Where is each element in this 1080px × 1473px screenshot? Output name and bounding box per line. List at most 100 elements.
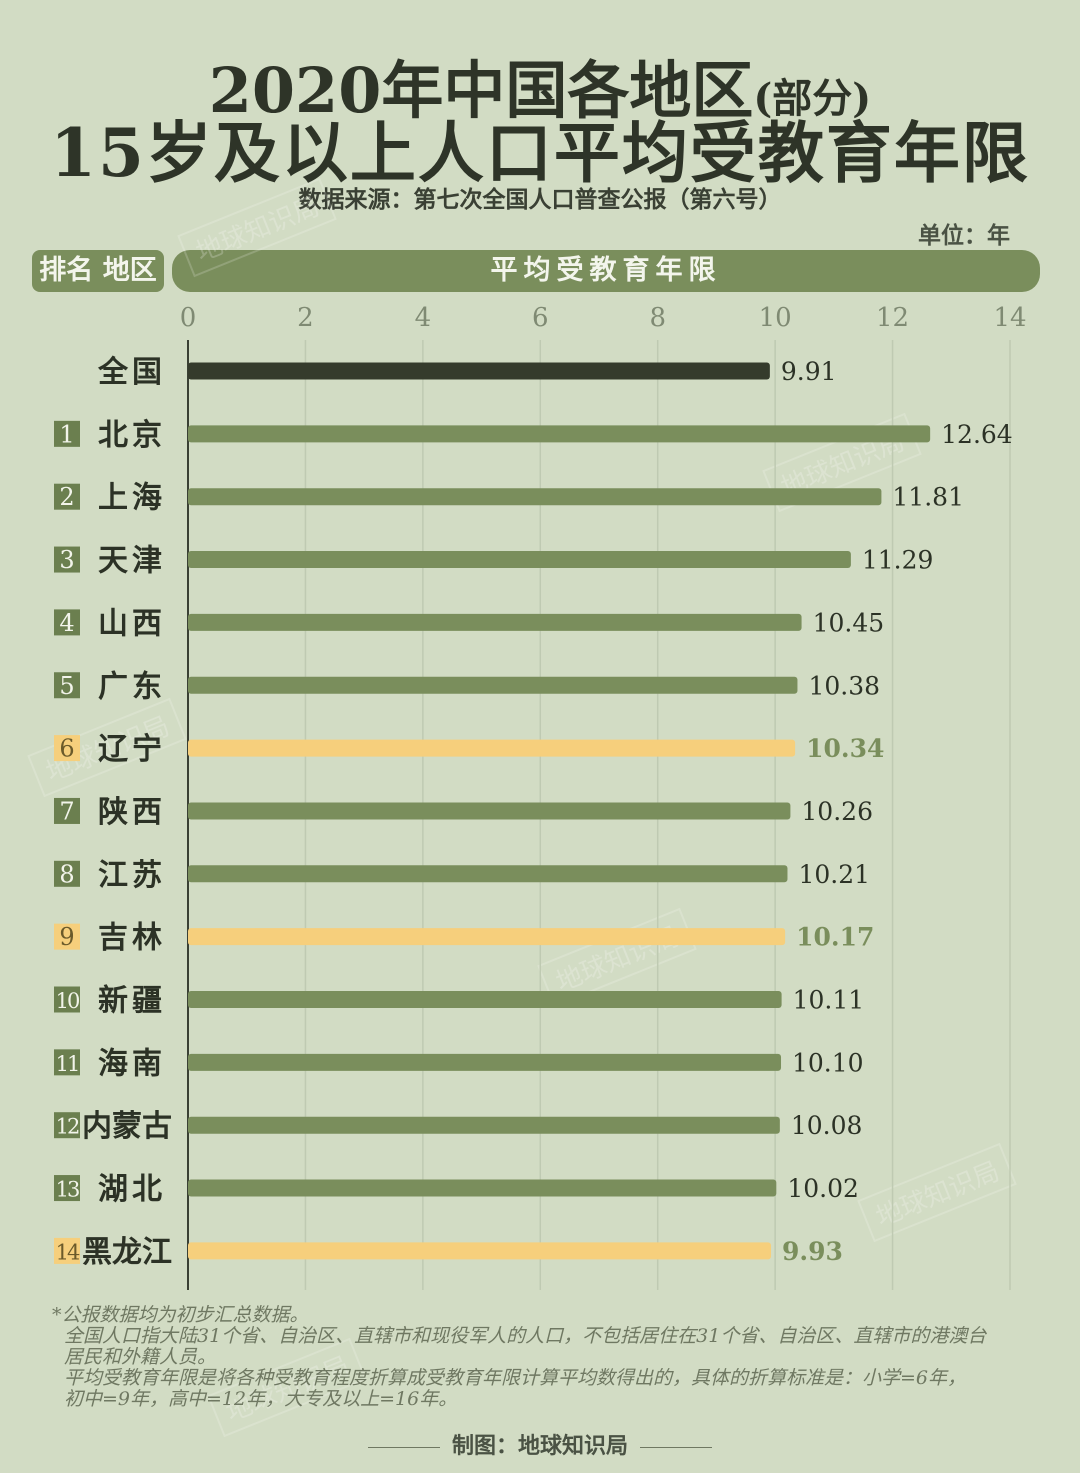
value-label-2: 11.81 bbox=[892, 483, 964, 512]
value-label-8: 10.21 bbox=[798, 860, 870, 889]
region-label-6: 辽宁 bbox=[98, 732, 166, 767]
region-label-8: 江苏 bbox=[98, 858, 166, 893]
credit-dash-right bbox=[640, 1446, 712, 1448]
region-label-10: 新疆 bbox=[98, 984, 166, 1019]
footnote-line-1: *公报数据均为初步汇总数据。 bbox=[52, 1304, 309, 1326]
rank-box-8 bbox=[54, 860, 80, 887]
header-value: 平均受教育年限 bbox=[172, 250, 1040, 292]
region-label-14: 黑龙江 bbox=[82, 1235, 172, 1270]
rank-number-12: 12 bbox=[56, 1115, 79, 1139]
credit-dash-left bbox=[367, 1446, 440, 1448]
rank-number-4: 4 bbox=[59, 609, 74, 637]
rank-number-10: 10 bbox=[56, 989, 79, 1013]
rank-number-2: 2 bbox=[59, 483, 74, 511]
x-tick-label-12: 12 bbox=[876, 303, 909, 333]
rank-number-7: 7 bbox=[59, 797, 74, 825]
rank-box-12 bbox=[54, 1112, 80, 1139]
x-tick-label-2: 2 bbox=[297, 303, 314, 333]
region-label-7: 陕西 bbox=[98, 795, 166, 830]
bar-9 bbox=[188, 928, 786, 946]
region-label-12: 内蒙古 bbox=[82, 1109, 172, 1144]
rank-number-5: 5 bbox=[59, 672, 74, 700]
rank-box-14 bbox=[54, 1237, 80, 1264]
region-label-4: 山西 bbox=[98, 606, 166, 641]
bar-3 bbox=[188, 551, 851, 569]
x-tick-label-8: 8 bbox=[649, 303, 666, 333]
value-label-3: 11.29 bbox=[862, 546, 934, 575]
rank-number-3: 3 bbox=[59, 546, 74, 574]
value-label-5: 10.38 bbox=[808, 671, 880, 700]
region-label-2: 上海 bbox=[98, 481, 166, 516]
bar-8 bbox=[188, 865, 788, 883]
bar-5 bbox=[188, 676, 798, 694]
footnote-line-2: 全国人口指大陆31个省、自治区、直辖市和现役军人的人口，不包括居住在31个省、自… bbox=[64, 1325, 987, 1347]
value-label-13: 10.02 bbox=[787, 1174, 859, 1203]
bar-11 bbox=[188, 1053, 782, 1071]
rank-box-6 bbox=[54, 735, 80, 762]
bar-4 bbox=[188, 613, 802, 631]
rank-number-14: 14 bbox=[56, 1240, 80, 1264]
value-label-12: 10.08 bbox=[791, 1111, 863, 1140]
value-label-national: 9.91 bbox=[781, 357, 837, 386]
chart-title-line2: 15岁及以上人口平均受教育年限 bbox=[50, 114, 1030, 192]
bar-national bbox=[188, 362, 770, 380]
x-tick-label-10: 10 bbox=[759, 303, 792, 333]
header-rank-region: 排名 地区 bbox=[32, 250, 164, 292]
footnote-line-3: 居民和外籍人员。 bbox=[64, 1346, 217, 1368]
bar-13 bbox=[188, 1179, 777, 1197]
x-tick-label-14: 14 bbox=[993, 303, 1026, 333]
bar-10 bbox=[188, 991, 782, 1008]
x-tick-label-0: 0 bbox=[180, 303, 197, 333]
rank-number-11: 11 bbox=[56, 1052, 79, 1076]
value-label-9: 10.17 bbox=[796, 923, 874, 952]
rank-box-2 bbox=[54, 483, 80, 510]
x-tick-label-6: 6 bbox=[532, 303, 549, 333]
unit-label: 单位：年 bbox=[918, 222, 1010, 249]
region-label-9: 吉林 bbox=[98, 921, 166, 956]
rank-number-6: 6 bbox=[59, 735, 74, 763]
value-label-10: 10.11 bbox=[793, 986, 865, 1015]
rank-box-13 bbox=[54, 1175, 80, 1202]
value-label-1: 12.64 bbox=[941, 420, 1013, 449]
bar-14 bbox=[188, 1242, 772, 1260]
rank-box-4 bbox=[54, 609, 80, 636]
region-label-5: 广东 bbox=[98, 669, 166, 704]
rank-number-13: 13 bbox=[56, 1178, 79, 1202]
value-label-14: 9.93 bbox=[782, 1237, 843, 1266]
bar-7 bbox=[188, 802, 791, 820]
value-label-7: 10.26 bbox=[801, 797, 873, 826]
footnotes: *公报数据均为初步汇总数据。 全国人口指大陆31个省、自治区、直辖市和现役军人的… bbox=[52, 1305, 1052, 1410]
rank-box-10 bbox=[54, 986, 80, 1013]
bar-12 bbox=[188, 1116, 780, 1134]
x-tick-label-4: 4 bbox=[415, 303, 432, 333]
title-paren: (部分) bbox=[753, 75, 872, 122]
value-label-11: 10.10 bbox=[792, 1048, 864, 1077]
rank-box-3 bbox=[54, 546, 80, 573]
bar-2 bbox=[188, 488, 882, 506]
region-label-1: 北京 bbox=[98, 418, 166, 453]
rank-number-9: 9 bbox=[59, 923, 74, 951]
value-label-4: 10.45 bbox=[813, 608, 885, 637]
bar-6 bbox=[188, 739, 796, 757]
footnote-line-4: 平均受教育年限是将各种受教育程度折算成受教育年限计算平均数得出的，具体的折算标准… bbox=[64, 1367, 967, 1389]
bar-1 bbox=[188, 425, 931, 443]
rank-box-5 bbox=[54, 672, 80, 699]
credit-text: 制图：地球知识局 bbox=[451, 1433, 628, 1459]
value-label-6: 10.34 bbox=[806, 734, 884, 763]
rank-number-1: 1 bbox=[59, 420, 74, 448]
footnote-line-5: 初中=9年，高中=12年，大专及以上=16年。 bbox=[64, 1388, 458, 1410]
rank-box-7 bbox=[54, 797, 80, 824]
data-source: 数据来源：第七次全国人口普查公报（第六号） bbox=[298, 186, 782, 213]
region-label-3: 天津 bbox=[98, 544, 166, 579]
rank-box-9 bbox=[54, 923, 80, 950]
credit: 制图：地球知识局 bbox=[0, 1428, 1080, 1460]
region-label-national: 全国 bbox=[97, 355, 166, 390]
rank-box-1 bbox=[54, 420, 80, 447]
rank-box-11 bbox=[54, 1049, 80, 1076]
chart-title-line1: 2020年中国各地区(部分) bbox=[0, 40, 1080, 130]
title-main: 2020年中国各地区 bbox=[208, 54, 754, 127]
rank-number-8: 8 bbox=[59, 860, 74, 888]
region-label-13: 湖北 bbox=[98, 1172, 166, 1207]
region-label-11: 海南 bbox=[98, 1046, 166, 1081]
